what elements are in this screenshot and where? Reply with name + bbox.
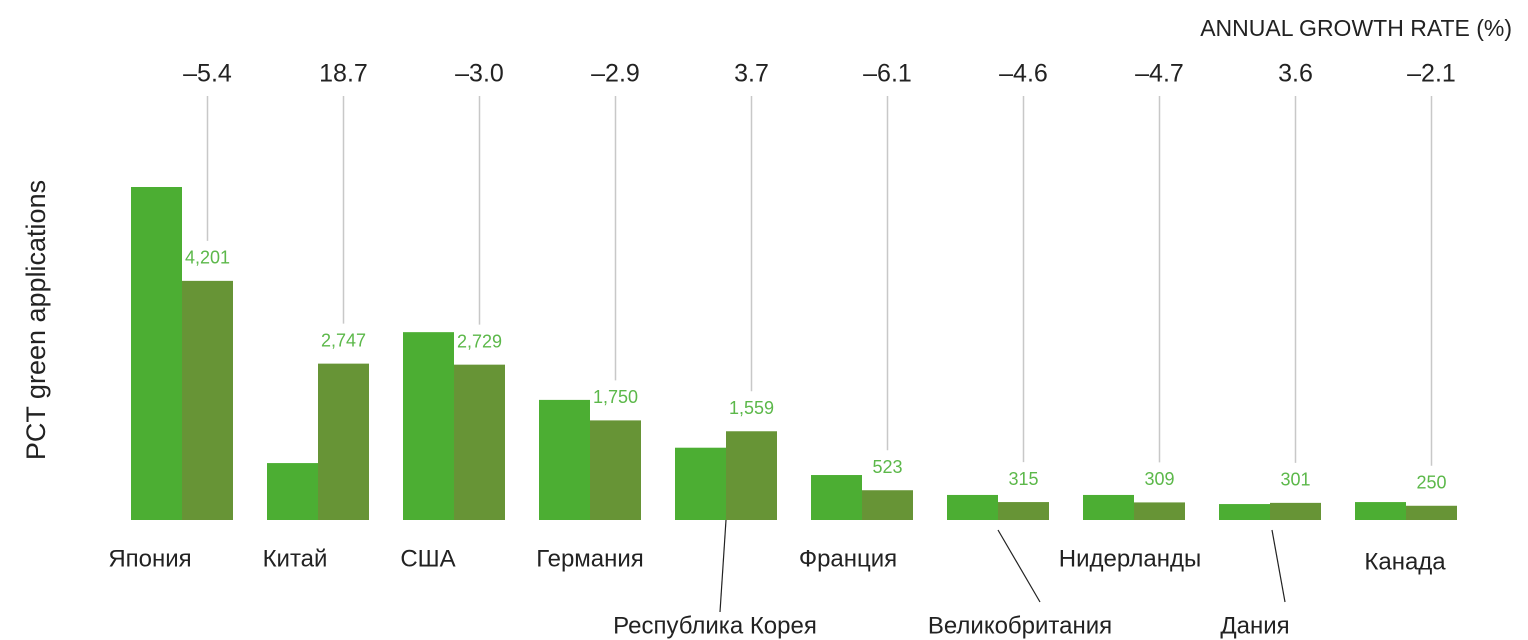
growth-title: ANNUAL GROWTH RATE (%) <box>1200 15 1512 41</box>
category-leader <box>1271 529 1286 603</box>
bar <box>1219 504 1270 520</box>
category-label: Германия <box>536 545 644 572</box>
value-label: 250 <box>1416 473 1446 493</box>
bar <box>862 490 913 520</box>
bar <box>318 363 369 520</box>
bar <box>998 502 1049 520</box>
growth-label: –2.1 <box>1407 60 1456 88</box>
growth-label: –2.9 <box>591 60 640 88</box>
bar <box>182 280 233 520</box>
y-axis-label: PCT green applications <box>21 180 51 460</box>
growth-label: 18.7 <box>319 60 368 88</box>
value-label: 1,750 <box>593 387 638 407</box>
category-label: Великобритания <box>928 612 1112 639</box>
growth-label: –6.1 <box>863 60 912 88</box>
value-label: 301 <box>1280 470 1310 490</box>
growth-label: –3.0 <box>455 60 504 88</box>
growth-label: –5.4 <box>183 60 232 88</box>
bar <box>675 447 726 520</box>
category-label: Республика Корея <box>613 612 817 639</box>
bar <box>590 420 641 520</box>
value-label: 523 <box>872 457 902 477</box>
category-label: Нидерланды <box>1059 545 1201 572</box>
category-leader <box>719 519 727 613</box>
value-label: 2,729 <box>457 331 502 351</box>
value-label: 309 <box>1144 469 1174 489</box>
value-label: 4,201 <box>185 248 230 268</box>
bar <box>267 463 318 520</box>
category-label: США <box>400 545 455 572</box>
bar <box>131 187 182 520</box>
bar <box>947 494 998 520</box>
growth-label: 3.6 <box>1278 60 1313 88</box>
bar <box>1134 502 1185 520</box>
bar <box>811 475 862 520</box>
bar <box>1355 502 1406 520</box>
growth-label: –4.6 <box>999 60 1048 88</box>
growth-label: 3.7 <box>734 60 769 88</box>
category-label: Франция <box>799 545 897 572</box>
value-label: 1,559 <box>729 398 774 418</box>
category-leader <box>997 529 1041 603</box>
bar <box>726 431 777 520</box>
bar <box>1083 494 1134 520</box>
growth-label: –4.7 <box>1135 60 1184 88</box>
bar <box>539 399 590 520</box>
category-label: Китай <box>263 545 328 572</box>
category-label: Дания <box>1220 612 1289 639</box>
category-label: Япония <box>108 545 191 572</box>
bar <box>403 332 454 520</box>
category-label: Канада <box>1364 548 1446 575</box>
bar <box>454 364 505 520</box>
value-label: 2,747 <box>321 330 366 350</box>
value-label: 315 <box>1008 469 1038 489</box>
bar <box>1270 502 1321 520</box>
bar <box>1406 505 1457 520</box>
